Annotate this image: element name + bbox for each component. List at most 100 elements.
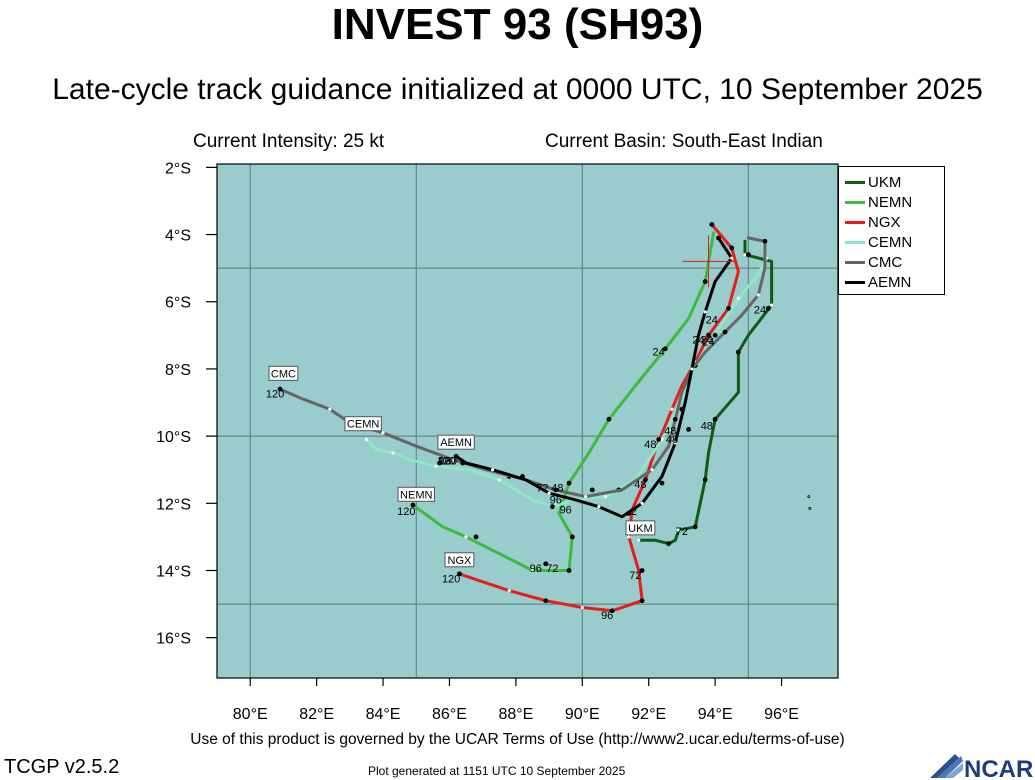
legend-label: NGX bbox=[868, 213, 901, 231]
hour-label-cmc: 96 bbox=[438, 456, 450, 468]
ocean-background bbox=[217, 164, 838, 678]
track-point-aemn bbox=[690, 367, 694, 371]
current-basin: Current Basin: South-East Indian bbox=[545, 131, 823, 152]
lon-tick-label: 88°E bbox=[498, 706, 533, 723]
hour-label-ngx: 96 bbox=[601, 610, 613, 622]
legend-swatch bbox=[845, 180, 865, 184]
island-mark bbox=[808, 506, 812, 510]
lon-tick-label: 90°E bbox=[565, 706, 600, 723]
ncar-logo: NCAR bbox=[930, 754, 1033, 780]
hour-label-cemn: 24 bbox=[706, 315, 718, 327]
track-marker-nemn bbox=[702, 279, 708, 284]
track-point-cmc bbox=[381, 431, 385, 435]
end-label-nemn: NEMN bbox=[400, 489, 432, 501]
track-marker-cmc bbox=[672, 416, 678, 422]
track-marker-cmc bbox=[277, 386, 283, 392]
track-marker-nemn bbox=[473, 534, 479, 540]
track-point-ngx bbox=[507, 589, 511, 593]
track-marker-ngx bbox=[706, 332, 711, 338]
track-marker-aemn bbox=[712, 332, 718, 338]
track-point-cemn bbox=[364, 437, 369, 442]
lon-tick-label: 80°E bbox=[233, 706, 268, 723]
hour-label-cmc: 48 bbox=[664, 425, 676, 437]
page-title: INVEST 93 (SH93) bbox=[331, 0, 704, 49]
track-marker-ukm bbox=[735, 349, 741, 355]
hour-label-nemn: 120 bbox=[397, 506, 415, 518]
track-line-aemn bbox=[454, 236, 734, 519]
track-marker-ngx bbox=[729, 245, 735, 251]
track-marker-cemn bbox=[550, 504, 555, 510]
track-marker-ukm bbox=[666, 541, 672, 547]
track-point-aemn bbox=[673, 441, 677, 445]
legend-item-cemn: CEMN bbox=[845, 232, 912, 252]
version-label: TCGP v2.5.2 bbox=[4, 756, 120, 778]
end-label-cemn: CEMN bbox=[347, 419, 379, 431]
track-marker-ukm bbox=[712, 416, 718, 422]
end-label-aemn: AEMN bbox=[440, 437, 472, 449]
track-point-ngx bbox=[580, 605, 584, 610]
hour-label-cmc: 120 bbox=[266, 388, 284, 400]
track-point-aemn bbox=[547, 491, 551, 495]
track-point-cmc bbox=[584, 494, 588, 499]
track-point-nemn bbox=[530, 568, 535, 573]
track-point-ngx bbox=[627, 535, 631, 539]
current-intensity: Current Intensity: 25 kt bbox=[193, 131, 385, 152]
legend-swatch bbox=[845, 240, 865, 244]
end-label-box-cmc bbox=[268, 365, 299, 381]
track-marker-nemn bbox=[566, 568, 572, 573]
lat-tick-label: 14°S bbox=[156, 563, 191, 580]
lat-tick-label: 2°S bbox=[165, 160, 191, 177]
track-point-cmc bbox=[451, 458, 455, 462]
track-point-ukm bbox=[637, 538, 641, 542]
hour-label-cemn: 120 bbox=[437, 456, 455, 468]
track-line-cemn bbox=[364, 239, 769, 509]
legend-label: NEMN bbox=[868, 193, 913, 211]
lat-tick-label: 10°S bbox=[156, 429, 191, 446]
track-marker-ngx bbox=[639, 598, 645, 604]
track-marker-ngx bbox=[543, 598, 549, 604]
hour-label-cemn: 96 bbox=[560, 504, 572, 516]
legend-label: CEMN bbox=[868, 233, 913, 251]
track-point-aemn bbox=[640, 501, 644, 505]
legend-item-nemn: NEMN bbox=[845, 192, 912, 212]
legend-swatch bbox=[845, 280, 865, 284]
legend-item-aemn: AEMN bbox=[845, 272, 911, 292]
end-label-cmc: CMC bbox=[271, 368, 296, 380]
legend-label: AEMN bbox=[868, 273, 912, 291]
plot-frame bbox=[216, 163, 839, 679]
legend: UKM NEMN NGX CEMN CMC AEMN bbox=[838, 166, 945, 295]
track-marker-nemn bbox=[543, 561, 549, 567]
hour-label-ukm: 48 bbox=[701, 420, 713, 432]
page-subtitle: Late-cycle track guidance initialized at… bbox=[52, 73, 983, 106]
hour-label-aemn: 24 bbox=[702, 336, 714, 348]
hour-label-aemn: 120 bbox=[439, 456, 457, 468]
lon-tick-label: 86°E bbox=[432, 706, 467, 723]
lon-tick-label: 92°E bbox=[631, 706, 666, 723]
legend-label: UKM bbox=[868, 173, 902, 191]
hour-label-aemn: 96 bbox=[550, 494, 562, 506]
terms-of-use: Use of this product is governed by the U… bbox=[190, 731, 845, 748]
end-label-ngx: NGX bbox=[448, 555, 473, 567]
legend-swatch bbox=[845, 260, 865, 264]
lon-tick-label: 82°E bbox=[299, 706, 334, 723]
track-point-cemn bbox=[603, 494, 608, 499]
end-label-box-aemn bbox=[437, 434, 475, 450]
track-point-ukm bbox=[769, 303, 774, 307]
generated-timestamp: Plot generated at 1151 UTC 10 September … bbox=[368, 764, 626, 778]
lat-tick-label: 16°S bbox=[156, 631, 191, 648]
hour-label-cmc: 24 bbox=[692, 335, 704, 347]
lat-tick-label: 6°S bbox=[165, 295, 191, 312]
end-label-box-cemn bbox=[344, 416, 382, 432]
end-label-box-ukm bbox=[625, 520, 656, 536]
track-point-aemn bbox=[703, 310, 707, 314]
track-marker-nemn bbox=[606, 416, 612, 422]
legend-item-ukm: UKM bbox=[845, 172, 901, 192]
track-marker-ukm bbox=[692, 524, 698, 530]
track-marker-ngx bbox=[642, 477, 648, 483]
hour-label-nemn: 24 bbox=[653, 346, 665, 358]
track-point-aemn bbox=[491, 468, 495, 472]
track-point-ukm bbox=[676, 528, 681, 532]
track-point-aemn bbox=[597, 505, 601, 509]
hour-label-ngx: 72 bbox=[629, 570, 641, 582]
track-marker-cmc bbox=[589, 487, 595, 493]
